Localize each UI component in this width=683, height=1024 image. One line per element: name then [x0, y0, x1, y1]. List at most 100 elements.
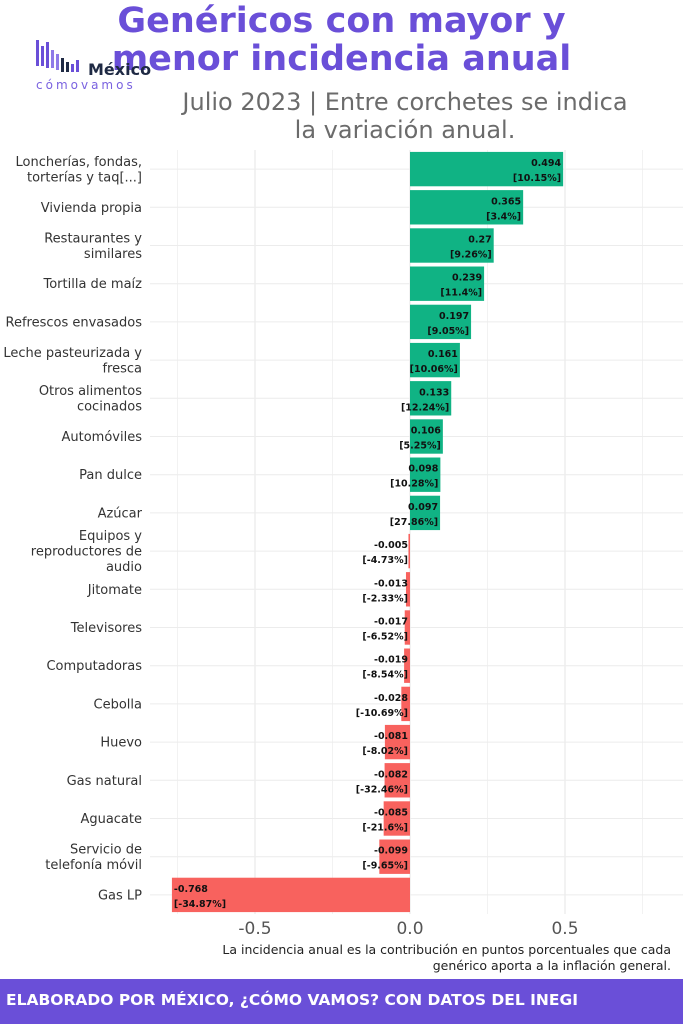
variation-label: [10.28%] [390, 479, 438, 490]
variation-label: [11.4%] [440, 288, 482, 299]
category-label: Vivienda propia [41, 201, 142, 216]
bar [379, 839, 410, 874]
value-label: -0.085 [374, 808, 408, 819]
category-label: Gas LP [98, 888, 142, 903]
value-label: -0.081 [374, 731, 408, 742]
category-label: Jitomate [87, 583, 142, 598]
bar [404, 610, 410, 645]
value-label: 0.133 [419, 387, 449, 398]
category-label: fresca [102, 361, 142, 376]
category-label: Restaurantes y [44, 231, 142, 246]
variation-label: [-4.73%] [362, 555, 408, 566]
variation-label: [9.26%] [450, 250, 492, 261]
category-label: Servicio de [70, 842, 142, 857]
value-label: 0.27 [468, 235, 491, 246]
category-label: Gas natural [67, 774, 142, 789]
value-label: 0.494 [531, 158, 561, 169]
bar [410, 342, 460, 378]
footer-credit: ELABORADO POR MÉXICO, ¿CÓMO VAMOS? CON D… [6, 991, 578, 1009]
note-line: genérico aporta a la inflación general. [432, 958, 671, 973]
logo-bars-icon [36, 40, 79, 72]
x-tick-label: 0.5 [551, 919, 578, 939]
value-label: 0.239 [452, 273, 482, 284]
bar [410, 266, 485, 301]
variation-label: [9.05%] [427, 326, 469, 337]
category-label: Otros alimentos [39, 384, 142, 399]
category-label: similares [84, 247, 142, 262]
title-line: Genéricos con mayor y [117, 1, 566, 41]
variation-label: [27.86%] [390, 517, 438, 528]
bar [410, 190, 524, 225]
variation-label: [-6.52%] [362, 632, 408, 643]
bar [410, 495, 441, 531]
variation-label: [-10.69%] [356, 708, 408, 719]
variation-label: [10.15%] [513, 173, 561, 184]
variation-label: [3.4%] [486, 211, 521, 222]
chart-note: La incidencia anual es la contribución e… [151, 942, 671, 974]
value-label: 0.106 [411, 426, 441, 437]
category-label: Pan dulce [79, 468, 142, 483]
variation-label: [-9.65%] [362, 861, 408, 872]
variation-label: [-32.46%] [356, 784, 408, 795]
category-label: audio [106, 560, 142, 575]
category-label: cocinados [77, 400, 142, 415]
value-label: -0.768 [174, 884, 208, 895]
bar [410, 419, 443, 454]
subtitle-line: Julio 2023 | Entre corchetes se indica [182, 88, 628, 116]
bar [401, 686, 410, 722]
bar [408, 533, 410, 569]
logo: México cómovamos [34, 38, 154, 94]
category-label: Azúcar [98, 506, 143, 521]
note-line: La incidencia anual es la contribución e… [222, 942, 671, 957]
value-label: -0.019 [374, 655, 408, 666]
x-tick-label: 0.0 [396, 919, 423, 939]
category-label: Aguacate [80, 812, 142, 827]
value-label: 0.097 [408, 502, 438, 513]
bar [405, 572, 410, 607]
category-label: Televisores [70, 621, 142, 636]
category-label: reproductores de [31, 545, 142, 560]
variation-label: [-8.02%] [362, 746, 408, 757]
bar [384, 724, 410, 760]
variation-label: [12.24%] [401, 402, 449, 413]
bar [171, 877, 410, 913]
logo-subword: cómovamos [36, 78, 136, 92]
bar [410, 151, 564, 187]
value-label: 0.197 [439, 311, 469, 322]
category-label: Huevo [100, 736, 142, 751]
chart-title: Genéricos con mayor y menor incidencia a… [0, 2, 683, 78]
variation-label: [-2.33%] [362, 593, 408, 604]
category-label: telefonía móvil [45, 858, 142, 873]
chart-subtitle: Julio 2023 | Entre corchetes se indica l… [150, 88, 660, 144]
value-label: -0.005 [374, 540, 408, 551]
bar [404, 648, 410, 683]
x-tick-label: -0.5 [238, 919, 271, 939]
bar [410, 381, 452, 416]
bar [410, 228, 494, 263]
subtitle-line: la variación anual. [294, 116, 516, 144]
category-label: Tortilla de maíz [42, 277, 142, 292]
category-label: Equipos y [79, 529, 142, 544]
variation-label: [10.06%] [410, 364, 458, 375]
bar [410, 304, 472, 340]
value-label: -0.013 [374, 578, 408, 589]
category-label: Cebolla [94, 697, 142, 712]
category-label: Loncherías, fondas, [16, 155, 142, 170]
bar [410, 457, 441, 492]
value-label: -0.082 [374, 769, 408, 780]
value-label: 0.161 [428, 349, 458, 360]
logo-word: México [88, 60, 152, 79]
category-label: Computadoras [46, 659, 142, 674]
value-label: -0.017 [374, 617, 408, 628]
category-label: torterías y taq[...] [27, 170, 142, 185]
value-label: -0.028 [374, 693, 408, 704]
bar [384, 763, 410, 798]
category-label: Leche pasteurizada y [3, 346, 142, 361]
variation-label: [-34.87%] [174, 899, 226, 910]
variation-label: [-21.6%] [362, 823, 408, 834]
variation-label: [-8.54%] [362, 670, 408, 681]
category-label: Automóviles [62, 430, 143, 445]
bar [383, 801, 410, 836]
value-label: 0.365 [491, 196, 521, 207]
category-label: Refrescos envasados [6, 315, 143, 330]
